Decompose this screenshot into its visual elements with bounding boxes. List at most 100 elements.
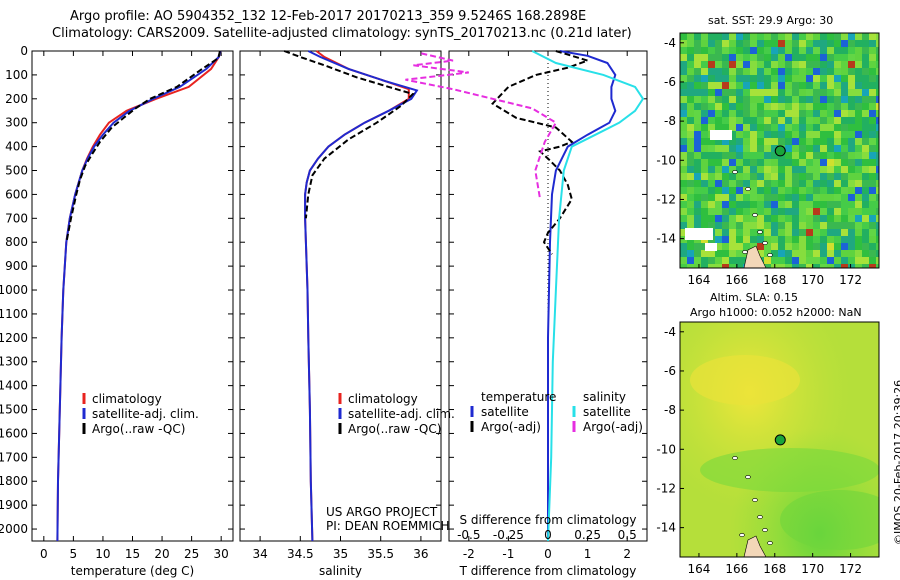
sst-pixel xyxy=(680,173,687,180)
sst-pixel xyxy=(855,264,862,268)
sst-pixel xyxy=(778,117,785,124)
diff-xlabel-salinity: S difference from climatology xyxy=(460,513,637,527)
sst-pixel xyxy=(757,166,764,173)
sst-pixel xyxy=(687,103,694,110)
sst-pixel xyxy=(806,264,813,268)
sst-pixel xyxy=(834,138,841,145)
sst-pixel xyxy=(848,47,855,54)
sst-pixel xyxy=(827,68,834,75)
sst-pixel xyxy=(799,89,806,96)
sst-pixel xyxy=(771,159,778,166)
sla-yellow-patch xyxy=(690,355,800,405)
sst-pixel xyxy=(687,180,694,187)
sst-pixel xyxy=(729,89,736,96)
sst-pixel xyxy=(764,96,771,103)
sst-pixel xyxy=(806,173,813,180)
island-shape xyxy=(745,475,751,479)
sst-pixel xyxy=(750,138,757,145)
sst-pixel xyxy=(729,145,736,152)
sst-pixel xyxy=(876,236,879,243)
sst-pixel xyxy=(827,159,834,166)
sst-pixel xyxy=(813,40,820,47)
sst-pixel xyxy=(876,89,879,96)
sst-pixel xyxy=(750,40,757,47)
sst-pixel xyxy=(813,54,820,61)
sst-pixel xyxy=(764,236,771,243)
sst-pixel xyxy=(834,68,841,75)
sst-pixel xyxy=(771,82,778,89)
sst-pixel xyxy=(834,47,841,54)
sst-map-xtick-label: 170 xyxy=(801,273,824,287)
sst-pixel xyxy=(708,201,715,208)
depth-tick-label: 2000 xyxy=(0,522,28,536)
sst-pixel xyxy=(729,40,736,47)
sst-pixel xyxy=(687,166,694,173)
sst-pixel xyxy=(841,54,848,61)
sst-pixel xyxy=(876,215,879,222)
sst-pixel xyxy=(876,194,879,201)
sst-pixel xyxy=(799,75,806,82)
island-shape xyxy=(752,498,758,502)
sst-pixel xyxy=(778,124,785,131)
sst-pixel xyxy=(764,187,771,194)
sst-pixel xyxy=(848,208,855,215)
sst-pixel xyxy=(869,194,876,201)
sst-pixel xyxy=(771,194,778,201)
sst-map-title: sat. SST: 29.9 Argo: 30 xyxy=(708,14,834,27)
depth-tick-label: 1600 xyxy=(0,426,28,440)
sst-pixel xyxy=(876,33,879,40)
sst-pixel xyxy=(722,159,729,166)
sst-pixel xyxy=(729,264,736,268)
sst-pixel xyxy=(806,187,813,194)
sst-pixel xyxy=(820,124,827,131)
sst-pixel xyxy=(722,166,729,173)
sst-pixel xyxy=(701,33,708,40)
sst-pixel xyxy=(869,222,876,229)
sst-pixel xyxy=(848,173,855,180)
sst-pixel xyxy=(736,82,743,89)
sst-pixel xyxy=(764,33,771,40)
sst-pixel xyxy=(764,131,771,138)
sst-pixel xyxy=(722,215,729,222)
sst-pixel xyxy=(729,201,736,208)
sst-pixel xyxy=(876,243,879,250)
sst-pixel xyxy=(799,264,806,268)
sst-pixel xyxy=(876,117,879,124)
temperature-legend-label: climatology xyxy=(92,392,162,406)
sst-pixel xyxy=(876,82,879,89)
sst-pixel xyxy=(715,152,722,159)
sst-pixel xyxy=(778,96,785,103)
sst-pixel xyxy=(806,222,813,229)
sst-pixel xyxy=(736,159,743,166)
sst-pixel xyxy=(715,243,722,250)
sst-pixel xyxy=(708,138,715,145)
sst-pixel xyxy=(743,124,750,131)
sst-pixel xyxy=(806,96,813,103)
argo-position-marker xyxy=(774,145,786,157)
sst-pixel xyxy=(820,33,827,40)
sst-pixel xyxy=(722,194,729,201)
sst-pixel xyxy=(750,96,757,103)
sst-pixel xyxy=(827,264,834,268)
sst-pixel xyxy=(841,215,848,222)
sst-pixel xyxy=(869,117,876,124)
sst-pixel xyxy=(715,180,722,187)
sst-pixel xyxy=(848,61,855,68)
sla-map-xtick-label: 170 xyxy=(801,562,824,576)
sst-pixel xyxy=(715,166,722,173)
sst-pixel xyxy=(694,250,701,257)
sst-pixel xyxy=(834,208,841,215)
sst-pixel xyxy=(680,257,687,264)
sst-pixel xyxy=(855,215,862,222)
sst-pixel xyxy=(715,33,722,40)
sst-pixel xyxy=(785,159,792,166)
sst-pixel xyxy=(813,222,820,229)
sst-pixel xyxy=(680,82,687,89)
sst-pixel xyxy=(778,243,785,250)
sst-pixel xyxy=(792,40,799,47)
sst-pixel xyxy=(806,194,813,201)
sst-pixel xyxy=(701,145,708,152)
sst-pixel xyxy=(701,61,708,68)
sst-pixel xyxy=(855,68,862,75)
sst-pixel xyxy=(729,152,736,159)
